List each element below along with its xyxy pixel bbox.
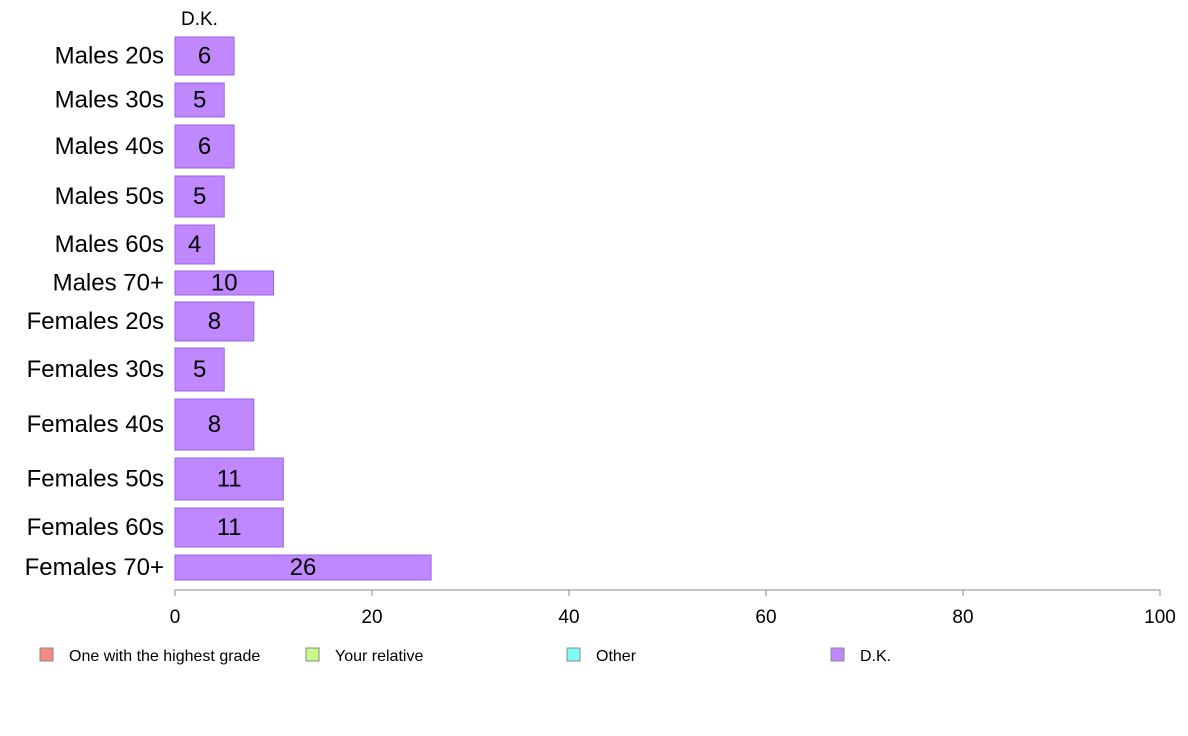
bar-value-label: 8 — [208, 308, 221, 335]
bar — [174, 554, 432, 581]
category-label: Females 50s — [27, 466, 164, 493]
bar — [174, 270, 274, 296]
bar-value-label: 11 — [217, 466, 242, 493]
bar — [174, 301, 255, 342]
bar — [174, 175, 225, 218]
category-label: Males 70+ — [53, 270, 164, 297]
bar-value-label: 5 — [193, 87, 206, 114]
bar-value-label: 5 — [193, 183, 206, 210]
legend-swatch — [305, 647, 320, 662]
legend-swatch — [830, 647, 845, 662]
category-labels: Males 20s Males 30s Males 40s Males 50s Male… — [25, 43, 164, 582]
bar-value-label: 4 — [188, 231, 201, 258]
legend-swatch — [39, 647, 54, 662]
bar — [174, 36, 235, 76]
x-tick-label: 80 — [952, 607, 973, 628]
category-label: Males 30s — [55, 87, 164, 114]
bar-value-label: 26 — [290, 554, 317, 581]
legend-label: Other — [596, 648, 637, 665]
x-tick-label: 20 — [361, 607, 382, 628]
category-label: Females 30s — [27, 356, 164, 383]
bar-value-label: 6 — [198, 43, 211, 70]
bars — [174, 36, 432, 581]
panel-title: D.K. — [181, 9, 218, 30]
bar-value-label: 6 — [198, 133, 211, 160]
legend: One with the highest grade Your relative O… — [39, 647, 891, 665]
category-label: Females 20s — [27, 308, 164, 335]
bar — [174, 398, 255, 451]
category-label: Males 60s — [55, 231, 164, 258]
category-label: Females 60s — [27, 514, 164, 541]
legend-swatch — [566, 647, 581, 662]
x-tick-label: 40 — [558, 607, 579, 628]
bar — [174, 124, 235, 169]
category-label: Females 40s — [27, 411, 164, 438]
bar — [174, 457, 284, 501]
x-tick-label: 100 — [1144, 607, 1176, 628]
x-tick-label: 60 — [755, 607, 776, 628]
category-label: Males 50s — [55, 183, 164, 210]
bar — [174, 82, 225, 118]
bar-value-label: 8 — [208, 411, 221, 438]
legend-label: D.K. — [860, 648, 891, 665]
bar — [174, 224, 215, 265]
bar-value-label: 11 — [217, 514, 242, 541]
category-label: Females 70+ — [25, 554, 164, 581]
x-axis: 0 20 40 60 80 100 — [170, 589, 1176, 628]
category-label: Males 40s — [55, 133, 164, 160]
bar-value-label: 10 — [211, 270, 238, 297]
legend-label: One with the highest grade — [69, 648, 260, 665]
legend-label: Your relative — [335, 648, 423, 665]
category-label: Males 20s — [55, 43, 164, 70]
bar-value-label: 5 — [193, 356, 206, 383]
bar — [174, 507, 284, 548]
x-tick-label: 0 — [170, 607, 181, 628]
bar — [174, 347, 225, 392]
